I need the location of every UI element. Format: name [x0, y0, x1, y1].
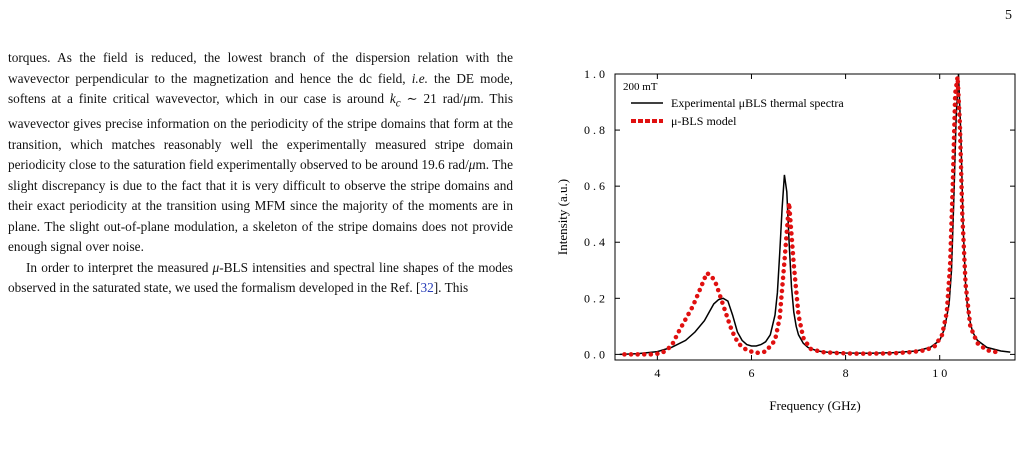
field-annotation: 200 mT	[623, 81, 658, 93]
y-tick-label: 0 . 2	[584, 291, 605, 305]
text-segment: the DE mode, softens at a finite critica…	[8, 70, 513, 107]
x-axis-label: Frequency (GHz)	[769, 398, 860, 413]
italic-text: μ	[468, 157, 476, 173]
x-tick-label: 4	[654, 366, 660, 380]
text-segment: m. The slight discrepancy is due to the …	[8, 157, 513, 255]
plot-frame	[614, 73, 1016, 361]
text-segment: m. This wavevector gives precise informa…	[8, 91, 513, 173]
subscript-text: c	[395, 97, 401, 110]
paragraph: torques. As the field is reduced, the lo…	[8, 48, 513, 258]
italic-text: k	[389, 91, 396, 106]
y-tick-label: 0 . 6	[584, 179, 605, 193]
italic-text: i.e.	[411, 70, 428, 86]
axis-ticks: 4 6 8 1 0 0 . 0 0 . 2 0 . 4 0 . 6 0 . 8 1 . 0	[584, 67, 1015, 380]
text-segment: -BLS intensities and spectral line shape…	[8, 259, 513, 296]
series-layer	[619, 74, 1011, 357]
text-segment: ∼ 21 rad/	[400, 91, 464, 106]
intensity-frequency-chart: 4 6 8 1 0 0 . 0 0 . 2 0 . 4 0 . 6 0 . 8 1 . 0 200…	[555, 67, 1016, 413]
body-text-column: torques. As the field is reduced, the lo…	[8, 48, 513, 299]
y-tick-label: 0 . 0	[584, 347, 605, 361]
x-tick-label: 8	[843, 366, 849, 380]
page-number: 5	[1005, 8, 1012, 23]
legend-label-model: μ-BLS model	[671, 114, 737, 128]
legend: Experimental μBLS thermal spectra μ-BLS …	[631, 96, 844, 128]
paragraph: In order to interpret the measured μ-BLS…	[8, 258, 513, 299]
series-line-model	[622, 76, 1004, 357]
x-tick-label: 1 0	[932, 366, 947, 380]
text-segment: ]. This	[433, 280, 469, 296]
y-axis-label: Intensity (a.u.)	[555, 179, 570, 255]
legend-label-experimental: Experimental μBLS thermal spectra	[671, 96, 844, 110]
y-tick-label: 1 . 0	[584, 67, 605, 81]
text-segment: In order to interpret the measured	[26, 259, 213, 275]
y-tick-label: 0 . 4	[584, 235, 605, 249]
y-tick-label: 0 . 8	[584, 123, 605, 137]
italic-text: μ	[212, 259, 220, 275]
italic-text: μ	[463, 91, 471, 106]
x-tick-label: 6	[748, 366, 754, 380]
text-segment: torques. As the field is reduced, the lo…	[8, 50, 513, 86]
spectrum-figure: 4 6 8 1 0 0 . 0 0 . 2 0 . 4 0 . 6 0 . 8 1 . 0 200…	[525, 40, 1025, 440]
citation-link[interactable]: 32	[420, 280, 434, 296]
